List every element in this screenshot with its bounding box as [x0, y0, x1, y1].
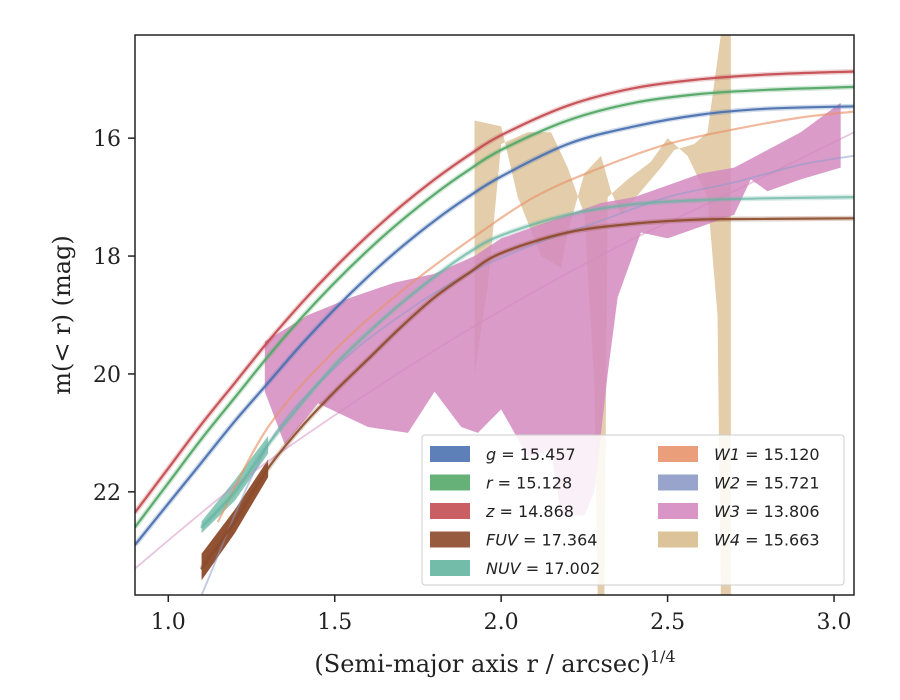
legend-swatch-w2: [658, 474, 698, 491]
legend-swatch-g: [430, 446, 470, 462]
x-axis-label-text: (Semi-major axis r / arcsec): [314, 650, 649, 678]
series-line-fuv: [200, 217, 854, 570]
legend-swatch-nuv: [430, 560, 470, 576]
x-tick-label: 2.0: [484, 610, 519, 635]
legend-label-w3: W3 = 13.806: [714, 502, 820, 521]
legend-label-w1: W1 = 15.120: [714, 445, 820, 464]
series-line-z: [135, 70, 854, 514]
x-axis-ticks: 1.0 1.5 2.0 2.5 3.0: [151, 595, 852, 635]
y-tick-label: 22: [93, 481, 121, 506]
x-tick-label: 3.0: [817, 610, 852, 635]
plot-frame: [134, 34, 855, 596]
y-tick-label: 20: [93, 363, 121, 388]
legend-label-nuv: NUV = 17.002: [486, 559, 600, 578]
legend-label-z: z = 14.868: [485, 502, 574, 521]
legend-swatch-fuv: [430, 531, 470, 548]
legend-swatch-w3: [658, 503, 698, 519]
y-tick-label: 18: [93, 245, 121, 270]
x-tick-label: 1.5: [317, 610, 352, 635]
series-line-g: [135, 105, 854, 546]
legend: g = 15.457 r = 15.128 z = 14.868 FUV = 17.3…: [421, 434, 845, 586]
series-line-r: [135, 85, 854, 529]
legend-swatch-z: [430, 503, 470, 519]
series-line-nuv: [200, 196, 854, 529]
legend-swatch-r: [430, 474, 470, 491]
x-tick-label: 2.5: [650, 610, 685, 635]
y-axis-ticks: 16 18 20 22: [93, 127, 135, 506]
series-line-w2: [200, 154, 854, 595]
legend-label-fuv: FUV = 17.364: [486, 531, 597, 550]
band-w3: [264, 102, 841, 516]
legend-swatch-w4: [658, 531, 698, 548]
y-tick-label: 16: [93, 127, 121, 152]
legend-label-w4: W4 = 15.663: [714, 531, 820, 550]
legend-label-r: r = 15.128: [486, 474, 572, 493]
x-axis-label-superscript: 1/4: [650, 647, 676, 666]
series-line-w3: [135, 131, 854, 570]
legend-box: [421, 434, 845, 586]
legend-label-g: g = 15.457: [486, 445, 576, 464]
x-axis-label: (Semi-major axis r / arcsec)1/4: [314, 647, 675, 678]
legend-swatch-w1: [658, 446, 698, 462]
series-line-w1: [217, 110, 854, 523]
x-tick-label: 1.0: [151, 610, 186, 635]
legend-label-w2: W2 = 15.721: [714, 474, 820, 493]
series-lines: [135, 68, 854, 595]
y-axis-label: m(< r) (mag): [48, 235, 76, 394]
